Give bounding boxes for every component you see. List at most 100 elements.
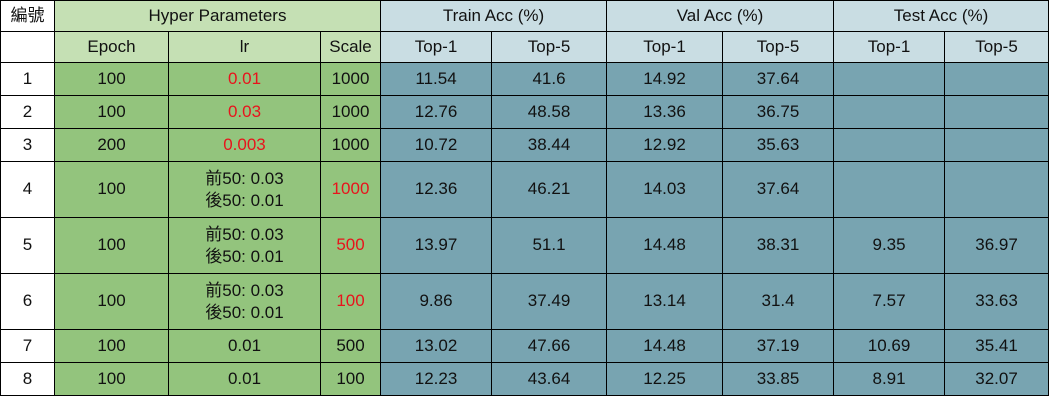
test-top1-cell: 9.35 [833, 217, 946, 274]
val-top1-cell: 12.25 [606, 362, 724, 396]
lr-cell: 前50: 0.03 後50: 0.01 [168, 273, 321, 330]
train-top1-cell: 10.72 [380, 128, 493, 162]
header-row-columns: Epoch lr Scale Top-1 Top-5 Top-1 Top-5 T… [0, 31, 1050, 63]
lr-line-second: 後50: 0.01 [205, 190, 284, 210]
train-top1-cell: 13.02 [380, 329, 493, 363]
train-top1-cell: 9.86 [380, 273, 493, 330]
table-row: 5 100 前50: 0.03 後50: 0.01 500 13.97 51.1… [0, 217, 1050, 274]
epoch-cell: 100 [54, 62, 169, 96]
scale-cell: 100 [319, 273, 382, 330]
scale-cell: 100 [319, 362, 382, 396]
table-row: 2 100 0.03 1000 12.76 48.58 13.36 36.75 [0, 95, 1050, 129]
row-id: 7 [0, 329, 55, 363]
val-acc-header: Val Acc (%) [606, 0, 835, 32]
train-top1-cell: 12.36 [380, 161, 493, 218]
epoch-cell: 100 [54, 329, 169, 363]
index-subheader [0, 31, 55, 63]
hyper-parameters-header: Hyper Parameters [53, 0, 382, 32]
lr-cell: 前50: 0.03 後50: 0.01 [168, 217, 321, 274]
table-row: 3 200 0.003 1000 10.72 38.44 12.92 35.63 [0, 128, 1050, 162]
row-id: 4 [0, 161, 55, 218]
val-top1-cell: 12.92 [606, 128, 724, 162]
test-top1-cell [833, 161, 946, 218]
lr-line-first: 前50: 0.03 [205, 281, 284, 301]
lr-cell: 0.01 [168, 62, 321, 96]
val-top5-cell: 35.63 [722, 128, 835, 162]
lr-cell: 前50: 0.03 後50: 0.01 [168, 161, 321, 218]
train-top1-header: Top-1 [380, 31, 493, 63]
lr-cell: 0.01 [168, 329, 321, 363]
test-top5-cell [944, 62, 1050, 96]
val-top1-cell: 14.48 [606, 217, 724, 274]
val-top5-cell: 36.75 [722, 95, 835, 129]
lr-line-second: 後50: 0.01 [205, 302, 284, 322]
val-top5-cell: 37.19 [722, 329, 835, 363]
train-top5-cell: 48.58 [491, 95, 608, 129]
test-top1-cell [833, 62, 946, 96]
train-top5-cell: 46.21 [491, 161, 608, 218]
lr-cell: 0.003 [168, 128, 321, 162]
table-row: 4 100 前50: 0.03 後50: 0.01 1000 12.36 46.… [0, 161, 1050, 218]
table-row: 6 100 前50: 0.03 後50: 0.01 100 9.86 37.49… [0, 273, 1050, 330]
test-top5-cell [944, 128, 1050, 162]
epoch-cell: 100 [54, 95, 169, 129]
row-id: 5 [0, 217, 55, 274]
row-id: 3 [0, 128, 55, 162]
val-top1-cell: 14.03 [606, 161, 724, 218]
scale-cell: 1000 [319, 62, 382, 96]
row-id: 1 [0, 62, 55, 96]
train-top5-cell: 43.64 [491, 362, 608, 396]
scale-cell: 1000 [319, 161, 382, 218]
lr-line-first: 前50: 0.03 [205, 169, 284, 189]
val-top1-cell: 14.48 [606, 329, 724, 363]
epoch-cell: 100 [54, 362, 169, 396]
epoch-header: Epoch [54, 31, 169, 63]
scale-header: Scale [319, 31, 382, 63]
train-top5-cell: 37.49 [491, 273, 608, 330]
lr-line-first: 前50: 0.03 [205, 225, 284, 245]
lr-cell: 0.03 [168, 95, 321, 129]
lr-header: lr [168, 31, 321, 63]
val-top1-cell: 14.92 [606, 62, 724, 96]
epoch-cell: 100 [54, 161, 169, 218]
row-id: 2 [0, 95, 55, 129]
test-acc-header: Test Acc (%) [833, 0, 1050, 32]
index-header: 編號 [0, 0, 55, 32]
val-top5-cell: 37.64 [722, 62, 835, 96]
test-top5-cell [944, 95, 1050, 129]
test-top1-cell: 7.57 [833, 273, 946, 330]
train-top5-cell: 38.44 [491, 128, 608, 162]
train-acc-header: Train Acc (%) [380, 0, 608, 32]
test-top1-cell [833, 128, 946, 162]
header-row-groups: 編號 Hyper Parameters Train Acc (%) Val Ac… [0, 0, 1050, 32]
table-row: 1 100 0.01 1000 11.54 41.6 14.92 37.64 [0, 62, 1050, 96]
test-top1-cell: 8.91 [833, 362, 946, 396]
val-top5-cell: 33.85 [722, 362, 835, 396]
val-top5-header: Top-5 [722, 31, 835, 63]
test-top5-cell: 36.97 [944, 217, 1050, 274]
val-top1-header: Top-1 [606, 31, 724, 63]
epoch-cell: 200 [54, 128, 169, 162]
train-top1-cell: 12.76 [380, 95, 493, 129]
lr-line-second: 後50: 0.01 [205, 246, 284, 266]
epoch-cell: 100 [54, 217, 169, 274]
train-top5-cell: 51.1 [491, 217, 608, 274]
scale-cell: 500 [319, 217, 382, 274]
val-top1-cell: 13.36 [606, 95, 724, 129]
table-row: 7 100 0.01 500 13.02 47.66 14.48 37.19 1… [0, 329, 1050, 363]
row-id: 6 [0, 273, 55, 330]
val-top5-cell: 38.31 [722, 217, 835, 274]
results-table: 編號 Hyper Parameters Train Acc (%) Val Ac… [0, 0, 1050, 396]
test-top5-cell: 35.41 [944, 329, 1050, 363]
scale-cell: 1000 [319, 128, 382, 162]
epoch-cell: 100 [54, 273, 169, 330]
row-id: 8 [0, 362, 55, 396]
test-top5-cell [944, 161, 1050, 218]
train-top1-cell: 11.54 [380, 62, 493, 96]
table-row: 8 100 0.01 100 12.23 43.64 12.25 33.85 8… [0, 362, 1050, 396]
train-top1-cell: 13.97 [380, 217, 493, 274]
test-top1-cell [833, 95, 946, 129]
val-top5-cell: 37.64 [722, 161, 835, 218]
lr-cell: 0.01 [168, 362, 321, 396]
train-top5-cell: 41.6 [491, 62, 608, 96]
